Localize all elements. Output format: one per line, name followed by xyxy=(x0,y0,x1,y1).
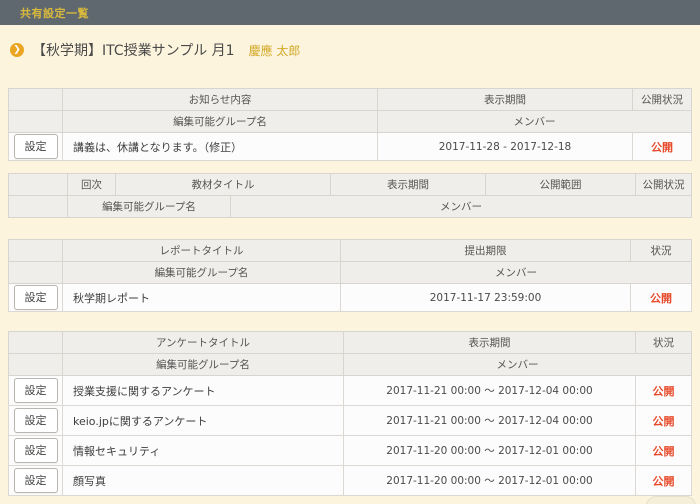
topbar-title: 共有設定一覧 xyxy=(20,6,89,20)
material-header-session: 回次 xyxy=(67,173,116,196)
survey-settings-button-4[interactable]: 設定 xyxy=(13,468,58,493)
survey-header-spacer2 xyxy=(8,353,63,376)
material-header-status: 公開状況 xyxy=(635,173,692,196)
survey-period: 2017-11-21 00:00 ～ 2017-12-04 00:00 xyxy=(343,375,636,406)
notice-content: 講義は、休講となります。（修正） xyxy=(62,132,378,161)
material-header-scope: 公開範囲 xyxy=(485,173,636,196)
notice-row: 設定 講義は、休講となります。（修正） 2017-11-28 - 2017-12… xyxy=(8,132,692,161)
notice-header-content: お知らせ内容 xyxy=(62,88,378,111)
notice-header-period: 表示期間 xyxy=(377,88,633,111)
survey-title: keio.jpに関するアンケート xyxy=(62,405,344,436)
report-header-member: メンバー xyxy=(340,261,692,284)
material-header-spacer xyxy=(8,173,68,196)
survey-row: 設定 keio.jpに関するアンケート 2017-11-21 00:00 ～ 2… xyxy=(8,405,692,436)
chevron-right-icon: ❯ xyxy=(10,43,24,57)
survey-settings-button-2[interactable]: 設定 xyxy=(13,408,58,433)
survey-status-badge: 公開 xyxy=(635,465,692,496)
report-header-status: 状況 xyxy=(630,239,692,262)
survey-period: 2017-11-20 00:00 ～ 2017-12-01 00:00 xyxy=(343,465,636,496)
material-header-spacer2 xyxy=(8,195,68,218)
survey-settings-cell: 設定 xyxy=(8,465,63,496)
material-header-period: 表示期間 xyxy=(330,173,486,196)
owner-link[interactable]: 慶應 太郎 xyxy=(248,43,301,58)
survey-period: 2017-11-20 00:00 ～ 2017-12-01 00:00 xyxy=(343,435,636,466)
report-settings-button[interactable]: 設定 xyxy=(13,285,58,310)
report-settings-cell: 設定 xyxy=(8,283,63,312)
survey-settings-button-1[interactable]: 設定 xyxy=(13,378,58,403)
material-table: 回次 教材タイトル 表示期間 公開範囲 公開状況 編集可能グループ名 メンバー xyxy=(8,173,692,218)
survey-row: 設定 授業支援に関するアンケート 2017-11-21 00:00 ～ 2017… xyxy=(8,375,692,406)
report-deadline: 2017-11-17 23:59:00 xyxy=(340,283,631,312)
survey-header-title: アンケートタイトル xyxy=(62,331,344,354)
notice-settings-button[interactable]: 設定 xyxy=(13,134,58,159)
survey-status-badge: 公開 xyxy=(635,375,692,406)
survey-status-badge: 公開 xyxy=(635,405,692,436)
report-status-badge: 公開 xyxy=(630,283,692,312)
survey-row: 設定 情報セキュリティ 2017-11-20 00:00 ～ 2017-12-0… xyxy=(8,435,692,466)
survey-header-status: 状況 xyxy=(635,331,692,354)
notice-table: お知らせ内容 表示期間 公開状況 編集可能グループ名 メンバー 設定 講義は、休… xyxy=(8,88,692,161)
notice-header-status: 公開状況 xyxy=(632,88,692,111)
survey-row: 設定 顔写真 2017-11-20 00:00 ～ 2017-12-01 00:… xyxy=(8,465,692,496)
report-header-editable-group: 編集可能グループ名 xyxy=(62,261,341,284)
notice-header-member: メンバー xyxy=(377,110,692,133)
survey-settings-cell: 設定 xyxy=(8,375,63,406)
breadcrumb: ❯ 【秋学期】ITC授業サンプル 月1 慶應 太郎 xyxy=(10,40,700,60)
survey-settings-cell: 設定 xyxy=(8,435,63,466)
survey-title: 顔写真 xyxy=(62,465,344,496)
survey-title: 情報セキュリティ xyxy=(62,435,344,466)
survey-settings-button-3[interactable]: 設定 xyxy=(13,438,58,463)
report-header-deadline: 提出期限 xyxy=(340,239,631,262)
notice-header-spacer2 xyxy=(8,110,63,133)
report-header-spacer2 xyxy=(8,261,63,284)
report-header-spacer xyxy=(8,239,63,262)
survey-period: 2017-11-21 00:00 ～ 2017-12-04 00:00 xyxy=(343,405,636,436)
survey-title: 授業支援に関するアンケート xyxy=(62,375,344,406)
page-title: 【秋学期】ITC授業サンプル 月1 xyxy=(32,43,235,59)
survey-table: アンケートタイトル 表示期間 状況 編集可能グループ名 メンバー 設定 授業支援… xyxy=(8,331,692,496)
report-table: レポートタイトル 提出期限 状況 編集可能グループ名 メンバー 設定 秋学期レポ… xyxy=(8,239,692,312)
material-header-editable-group: 編集可能グループ名 xyxy=(67,195,231,218)
notice-settings-cell: 設定 xyxy=(8,132,63,161)
page-top-button[interactable] xyxy=(646,496,696,504)
report-header-title: レポートタイトル xyxy=(62,239,341,262)
notice-header-spacer xyxy=(8,88,63,111)
survey-header-spacer xyxy=(8,331,63,354)
notice-period: 2017-11-28 - 2017-12-18 xyxy=(377,132,633,161)
material-header-member: メンバー xyxy=(230,195,692,218)
report-title: 秋学期レポート xyxy=(62,283,341,312)
survey-status-badge: 公開 xyxy=(635,435,692,466)
survey-header-member: メンバー xyxy=(343,353,692,376)
report-row: 設定 秋学期レポート 2017-11-17 23:59:00 公開 xyxy=(8,283,692,312)
notice-header-editable-group: 編集可能グループ名 xyxy=(62,110,378,133)
survey-header-period: 表示期間 xyxy=(343,331,636,354)
survey-settings-cell: 設定 xyxy=(8,405,63,436)
material-header-title: 教材タイトル xyxy=(115,173,331,196)
survey-header-editable-group: 編集可能グループ名 xyxy=(62,353,344,376)
notice-status-badge: 公開 xyxy=(632,132,692,161)
top-bar: 共有設定一覧 xyxy=(0,0,700,25)
